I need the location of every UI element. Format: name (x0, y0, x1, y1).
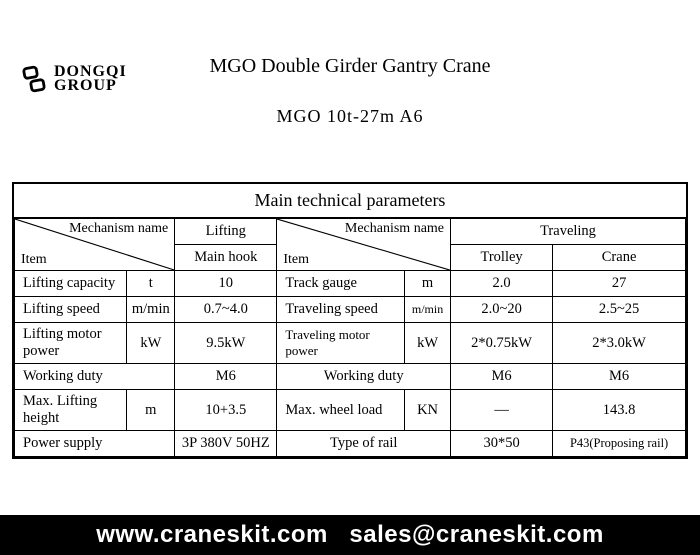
cell: M6 (175, 364, 277, 390)
col-traveling: Traveling (451, 219, 686, 245)
table-row: Lifting motor power kW 9.5kW Traveling m… (15, 323, 686, 364)
cell: Working duty (15, 364, 175, 390)
cell: t (127, 271, 175, 297)
logo-text: DONGQI GROUP (54, 65, 127, 93)
table-row: Max. Lifting height m 10+3.5 Max. wheel … (15, 390, 686, 431)
cell: 2*3.0kW (553, 323, 686, 364)
cell: Lifting capacity (15, 271, 127, 297)
cell: Max. wheel load (277, 390, 405, 431)
cell: Lifting motor power (15, 323, 127, 364)
cell: m (405, 271, 451, 297)
diag-top-label: Mechanism name (345, 221, 444, 237)
footer-url: www.craneskit.com (96, 521, 328, 548)
table-row: Lifting capacity t 10 Track gauge m 2.0 … (15, 271, 686, 297)
cell: M6 (451, 364, 553, 390)
cell: 27 (553, 271, 686, 297)
cell: m/min (405, 297, 451, 323)
cell: Power supply (15, 431, 175, 457)
cell: 0.7~4.0 (175, 297, 277, 323)
table-row: Lifting speed m/min 0.7~4.0 Traveling sp… (15, 297, 686, 323)
parameters-table: Mechanism name Item Lifting Mechanism na… (14, 218, 686, 457)
diag-bot-label: Item (283, 252, 309, 268)
cell: 143.8 (553, 390, 686, 431)
table-header: Main technical parameters (14, 184, 686, 218)
cell: 30*50 (451, 431, 553, 457)
col-mainhook: Main hook (175, 245, 277, 271)
col-trolley: Trolley (451, 245, 553, 271)
cell: Lifting speed (15, 297, 127, 323)
table-row: Power supply 3P 380V 50HZ Type of rail 3… (15, 431, 686, 457)
diag-cell-left: Mechanism name Item (15, 219, 175, 271)
cell: 9.5kW (175, 323, 277, 364)
cell: M6 (553, 364, 686, 390)
cell: 2.0~20 (451, 297, 553, 323)
cell: 2*0.75kW (451, 323, 553, 364)
footer-email: sales@craneskit.com (349, 521, 603, 548)
cell: 10+3.5 (175, 390, 277, 431)
logo-line2: GROUP (54, 77, 117, 94)
cell: Max. Lifting height (15, 390, 127, 431)
cell: Traveling speed (277, 297, 405, 323)
cell: Traveling motor power (277, 323, 405, 364)
cell: m/min (127, 297, 175, 323)
table-row: Mechanism name Item Lifting Mechanism na… (15, 219, 686, 245)
spec-table: Main technical parameters Mechanism name… (12, 182, 688, 459)
footer-bar: www.craneskit.com sales@craneskit.com (0, 515, 700, 555)
cell: Type of rail (277, 431, 451, 457)
logo: DONGQI GROUP (20, 65, 127, 93)
cell: kW (127, 323, 175, 364)
table-row: Working duty M6 Working duty M6 M6 (15, 364, 686, 390)
chain-link-icon (20, 65, 48, 93)
page-subtitle: MGO 10t-27m A6 (0, 106, 700, 127)
col-crane: Crane (553, 245, 686, 271)
cell: KN (405, 390, 451, 431)
cell: 2.5~25 (553, 297, 686, 323)
cell: 10 (175, 271, 277, 297)
diag-bot-label: Item (21, 252, 47, 268)
cell: m (127, 390, 175, 431)
cell: 3P 380V 50HZ (175, 431, 277, 457)
cell: — (451, 390, 553, 431)
cell: kW (405, 323, 451, 364)
col-lifting: Lifting (175, 219, 277, 245)
cell: P43(Proposing rail) (553, 431, 686, 457)
cell: 2.0 (451, 271, 553, 297)
cell: Track gauge (277, 271, 405, 297)
diag-top-label: Mechanism name (69, 221, 168, 237)
diag-cell-right: Mechanism name Item (277, 219, 451, 271)
cell: Working duty (277, 364, 451, 390)
